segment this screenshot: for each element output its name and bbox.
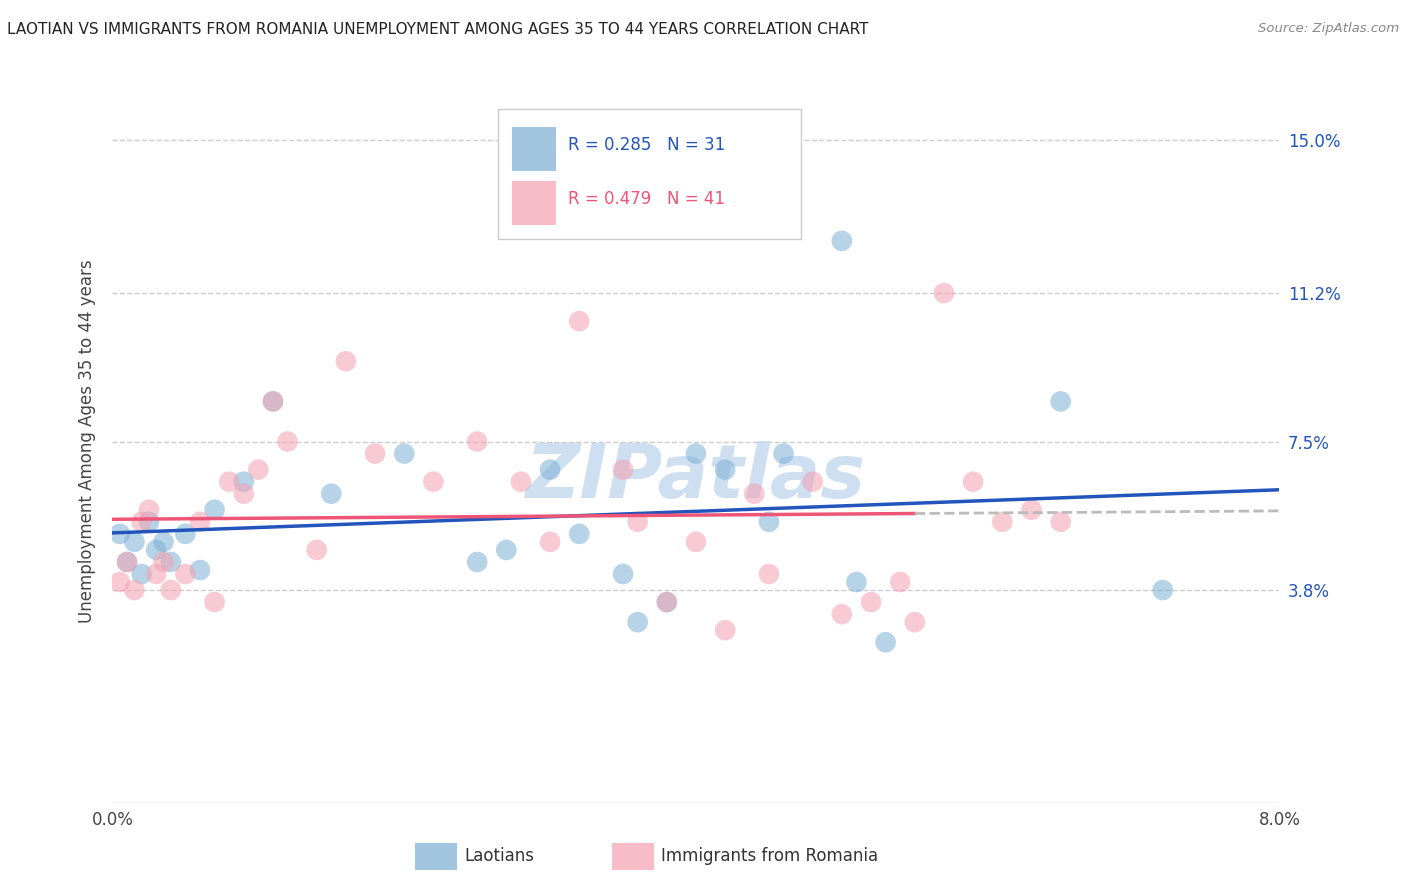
Point <box>174 567 197 582</box>
Point <box>538 462 561 476</box>
Point <box>612 567 634 582</box>
Point <box>889 575 911 590</box>
Point <box>152 535 174 549</box>
Point <box>138 515 160 529</box>
Point <box>831 607 853 622</box>
Point <box>758 515 780 529</box>
Point <box>232 475 254 489</box>
Point <box>335 354 357 368</box>
Point <box>160 555 183 569</box>
Point <box>465 434 488 449</box>
Point <box>627 515 650 529</box>
Point <box>655 595 678 609</box>
Point <box>138 503 160 517</box>
Point <box>364 446 387 460</box>
Point <box>1152 583 1174 598</box>
Y-axis label: Unemployment Among Ages 35 to 44 years: Unemployment Among Ages 35 to 44 years <box>77 260 96 624</box>
Point <box>124 583 146 598</box>
Bar <box>512 181 555 225</box>
Point <box>145 567 167 582</box>
Text: Source: ZipAtlas.com: Source: ZipAtlas.com <box>1258 22 1399 36</box>
Point <box>845 575 868 590</box>
Point <box>305 542 328 557</box>
Bar <box>512 128 555 170</box>
Text: R = 0.479   N = 41: R = 0.479 N = 41 <box>568 191 724 209</box>
Point <box>124 535 146 549</box>
Point <box>714 623 737 637</box>
Point <box>627 615 650 630</box>
Point <box>247 462 270 476</box>
Point <box>758 567 780 582</box>
Text: Laotians: Laotians <box>464 847 534 865</box>
Point <box>188 563 211 577</box>
Point <box>115 555 138 569</box>
Point <box>655 595 678 609</box>
Point <box>685 535 707 549</box>
Point <box>321 487 343 501</box>
Point <box>1021 503 1043 517</box>
Point <box>232 487 254 501</box>
Point <box>538 535 561 549</box>
Point <box>394 446 416 460</box>
Text: ZIPatlas: ZIPatlas <box>526 442 866 514</box>
Point <box>1049 515 1071 529</box>
Point <box>174 526 197 541</box>
Point <box>612 462 634 476</box>
Point <box>276 434 298 449</box>
Point <box>714 462 737 476</box>
Point <box>860 595 883 609</box>
Point <box>145 542 167 557</box>
Point <box>904 615 927 630</box>
Point <box>568 314 591 328</box>
Point <box>991 515 1014 529</box>
Point <box>962 475 984 489</box>
Point <box>495 542 517 557</box>
Point <box>422 475 444 489</box>
Point <box>509 475 531 489</box>
Point <box>1049 394 1071 409</box>
Point <box>932 285 955 300</box>
Point <box>108 575 131 590</box>
Point <box>131 567 153 582</box>
Point <box>152 555 174 569</box>
Point <box>875 635 897 649</box>
Point <box>801 475 824 489</box>
Text: Immigrants from Romania: Immigrants from Romania <box>661 847 877 865</box>
Point <box>115 555 138 569</box>
Point <box>465 555 488 569</box>
Text: R = 0.285   N = 31: R = 0.285 N = 31 <box>568 136 725 154</box>
FancyBboxPatch shape <box>498 109 801 239</box>
Point <box>744 487 766 501</box>
Point <box>262 394 284 409</box>
Point <box>160 583 183 598</box>
Point <box>131 515 153 529</box>
Point <box>204 595 226 609</box>
Point <box>188 515 211 529</box>
Point <box>108 526 131 541</box>
Text: LAOTIAN VS IMMIGRANTS FROM ROMANIA UNEMPLOYMENT AMONG AGES 35 TO 44 YEARS CORREL: LAOTIAN VS IMMIGRANTS FROM ROMANIA UNEMP… <box>7 22 869 37</box>
Point <box>685 446 707 460</box>
Point <box>568 526 591 541</box>
Point <box>831 234 853 248</box>
Point <box>204 503 226 517</box>
Point <box>772 446 794 460</box>
Point <box>218 475 240 489</box>
Point <box>262 394 284 409</box>
